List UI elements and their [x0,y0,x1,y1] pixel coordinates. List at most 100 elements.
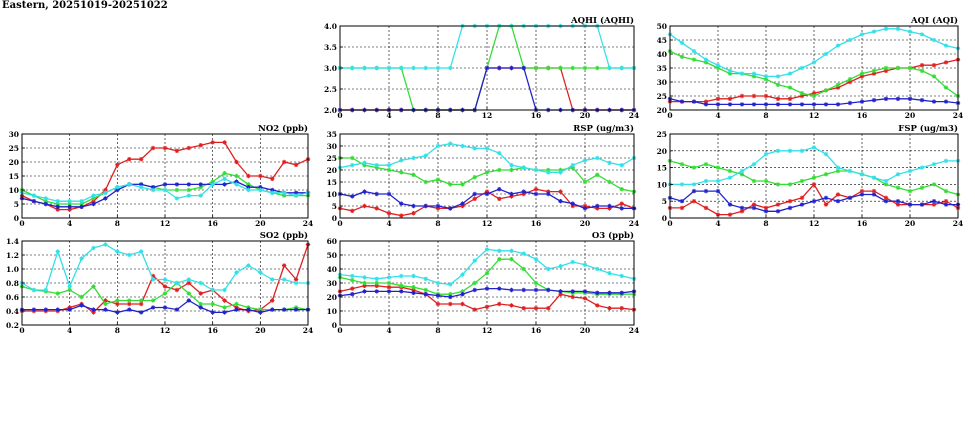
so2-x-tick-label: 0 [19,326,24,335]
aqi-chart-title: AQI (AQI) [910,15,958,26]
no2-y-tick-label: 5 [14,200,19,209]
aqhi-data-point [558,65,563,71]
aqi-data-point [859,71,865,76]
so2-data-point [293,307,299,312]
rsp-data-point [619,201,624,206]
no2-data-point [31,199,37,204]
so2-data-point [79,294,84,300]
so2-chart-title: SO2 (ppb) [260,230,308,241]
o3-data-point [607,271,612,276]
rsp-data-point [472,196,477,201]
rsp-data-point [399,201,404,206]
so2-data-point [79,303,84,308]
o3-data-point [411,290,416,295]
aqi-data-point [835,85,841,90]
aqhi-series-blue [337,65,637,113]
no2-chart: NO2 (ppb) 0 4 8 12 16 20 24 0 5 10 15 20 25 30 [9,123,314,228]
aqi-data-point [775,74,781,79]
fsp-data-point [763,209,769,214]
o3-x-tick-label: 0 [337,326,342,335]
no2-data-point [150,187,156,193]
aqi-data-point [775,82,781,87]
so2-x-tick-label: 4 [67,326,72,335]
aqhi-x-tick-label: 8 [435,111,440,120]
no2-data-point [234,173,239,179]
rsp-data-point [595,203,600,209]
aqi-y-tick-label: 50 [657,22,667,31]
o3-data-point [362,283,367,288]
aqi-data-point [751,93,757,99]
aqi-data-point [739,71,745,76]
so2-data-point [138,298,144,303]
no2-data-point [210,140,215,145]
rsp-data-point [546,170,551,175]
no2-data-point [79,201,84,207]
o3-data-point [472,307,477,312]
so2-data-point [43,287,49,293]
aqi-y-tick-label: 25 [657,92,667,101]
rsp-data-point [533,191,539,197]
aqi-data-point [751,71,757,76]
so2-grid [22,241,308,325]
o3-data-point [484,271,490,276]
so2-data-point [258,310,263,315]
no2-data-point [55,201,60,207]
aqhi-data-point [595,65,600,71]
aqi-data-point [943,85,949,90]
rsp-data-point [619,206,624,211]
o3-data-point [582,262,588,267]
fsp-data-point [799,148,805,153]
so2-data-point [162,284,168,289]
so2-data-point [234,301,239,307]
so2-data-point [91,284,96,289]
o3-data-point [546,306,551,311]
aqi-data-point [847,37,853,43]
aqhi-series-red [337,65,637,113]
aqhi-data-point [546,65,551,71]
aqi-data-point [919,68,925,73]
o3-data-point [558,292,563,297]
rsp-data-point [607,203,612,209]
rsp-data-point [435,206,441,211]
no2-data-point [91,199,96,204]
so2-data-point [103,242,108,247]
so2-data-point [210,310,215,315]
aqi-data-point [847,77,853,82]
rsp-data-point [448,141,453,146]
so2-data-point [222,298,227,303]
fsp-data-point [943,199,949,204]
so2-data-point [198,301,203,307]
fsp-data-point [919,165,925,170]
aqi-data-point [703,57,709,62]
aqi-data-point [907,29,913,34]
fsp-data-point [943,158,949,164]
rsp-data-point [386,211,392,216]
aqi-data-point [931,74,937,79]
fsp-y-tick-label: 10 [657,180,667,189]
so2-data-point [67,307,72,312]
aqi-y-tick-label: 35 [657,64,667,73]
rsp-data-point [607,206,612,211]
fsp-data-point [931,162,937,167]
o3-data-point [533,306,539,311]
aqi-data-point [703,102,709,107]
rsp-data-point [350,155,355,161]
o3-data-point [399,273,404,279]
so2-y-tick-label: 1.0 [6,265,19,274]
rsp-data-point [399,158,404,163]
aqi-series-green [667,49,961,99]
rsp-y-tick-label: 5 [332,202,337,211]
no2-data-point [234,179,239,184]
fsp-data-point [763,151,769,157]
fsp-data-point [787,148,793,153]
fsp-data-point [679,205,685,211]
rsp-data-point [497,187,502,192]
aqi-data-point [715,96,721,101]
aqi-data-point [691,99,697,104]
rsp-data-point [509,163,514,168]
aqhi-data-point [521,65,526,71]
aqi-data-point [883,26,889,31]
o3-y-tick-label: 60 [327,237,337,246]
rsp-data-point [399,213,404,218]
